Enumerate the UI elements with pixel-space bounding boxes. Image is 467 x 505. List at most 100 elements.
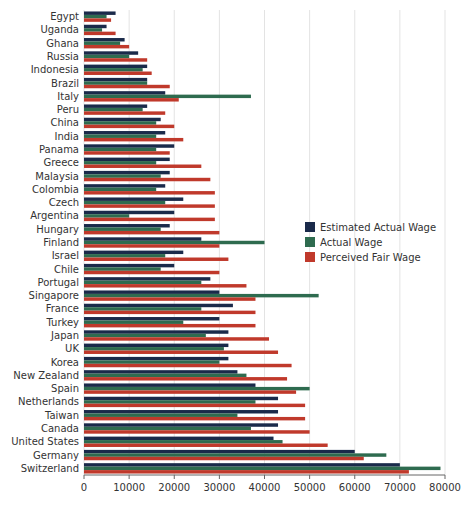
category-label: China (50, 117, 79, 128)
category-label: Israel (52, 250, 79, 261)
chart: 0100002000030000400005000060000700008000… (0, 0, 467, 505)
category-label: India (54, 131, 79, 142)
category-label: Chile (54, 264, 79, 275)
category-label: Germany (33, 450, 79, 461)
bar (84, 258, 228, 261)
bar (84, 440, 283, 443)
bar (84, 58, 147, 61)
bar (84, 467, 440, 470)
bar (84, 417, 305, 420)
tick-mark (219, 475, 220, 479)
bar (84, 387, 310, 390)
bar (84, 267, 161, 270)
category-label: New Zealand (13, 370, 79, 381)
bar (84, 290, 219, 293)
bar (84, 304, 233, 307)
category-label: Switzerland (21, 463, 79, 474)
bar (84, 98, 179, 101)
bar (84, 337, 269, 340)
bar (84, 28, 102, 31)
category-label: Peru (57, 104, 79, 115)
tick-label: 70000 (384, 482, 416, 493)
bar (84, 104, 147, 107)
legend: Estimated Actual WageActual WagePerceive… (305, 222, 436, 263)
bar (84, 204, 215, 207)
bar (84, 463, 400, 466)
bar (84, 324, 255, 327)
category-label: Malaysia (35, 171, 79, 182)
bar (84, 307, 201, 310)
bar (84, 11, 116, 14)
bar (84, 184, 165, 187)
bar (84, 191, 215, 194)
bar (84, 45, 129, 48)
bar (84, 72, 152, 75)
bar (84, 134, 156, 137)
bar (84, 165, 201, 168)
bar (84, 320, 183, 323)
legend-swatch (305, 237, 315, 247)
category-label: Brazil (51, 78, 79, 89)
bar (84, 470, 409, 473)
bar (84, 244, 219, 247)
bar (84, 364, 292, 367)
bar (84, 148, 156, 151)
category-label: Canada (41, 423, 79, 434)
bar (84, 400, 255, 403)
bar (84, 453, 386, 456)
category-label: Taiwan (44, 410, 79, 421)
bar (84, 178, 210, 181)
bar (84, 277, 210, 280)
tick-mark (264, 475, 265, 479)
bar (84, 397, 278, 400)
bar (84, 151, 170, 154)
category-label: Singapore (29, 290, 79, 301)
tick-mark (445, 475, 446, 479)
category-label: Spain (51, 383, 79, 394)
tick-label: 60000 (339, 482, 371, 493)
bar (84, 15, 107, 18)
bar (84, 32, 116, 35)
bar (84, 138, 183, 141)
grid-line (445, 10, 446, 475)
bar (84, 188, 156, 191)
axis-line (84, 475, 445, 476)
bar (84, 144, 174, 147)
bar (84, 51, 138, 54)
bar (84, 251, 183, 254)
bar (84, 437, 274, 440)
bar (84, 334, 206, 337)
category-label: Greece (43, 157, 79, 168)
bar (84, 410, 278, 413)
legend-label: Perceived Fair Wage (320, 252, 421, 263)
bar (84, 330, 228, 333)
bar (84, 423, 278, 426)
category-label: Colombia (32, 184, 79, 195)
category-label: Netherlands (18, 396, 79, 407)
bar (84, 281, 201, 284)
bar (84, 344, 228, 347)
category-label: Japan (50, 330, 79, 341)
y-axis: EgyptUgandaGhanaRussiaIndonesiaBrazilIta… (11, 11, 79, 474)
bar (84, 214, 129, 217)
category-label: Ghana (46, 38, 79, 49)
tick-label: 80000 (429, 482, 461, 493)
bar (84, 254, 165, 257)
tick-label: 50000 (294, 482, 326, 493)
bar (84, 264, 174, 267)
x-axis: 0100002000030000400005000060000700008000… (81, 10, 461, 493)
category-label: Uganda (40, 24, 79, 35)
bar (84, 121, 156, 124)
bar (84, 284, 246, 287)
category-label: Italy (57, 91, 79, 102)
category-label: Indonesia (31, 64, 79, 75)
bars (84, 11, 440, 473)
bar (84, 218, 215, 221)
tick-label: 30000 (203, 482, 235, 493)
tick-mark (84, 475, 85, 479)
legend-swatch (305, 252, 315, 262)
bar (84, 294, 319, 297)
bar (84, 171, 170, 174)
bar (84, 357, 228, 360)
bar (84, 297, 255, 300)
